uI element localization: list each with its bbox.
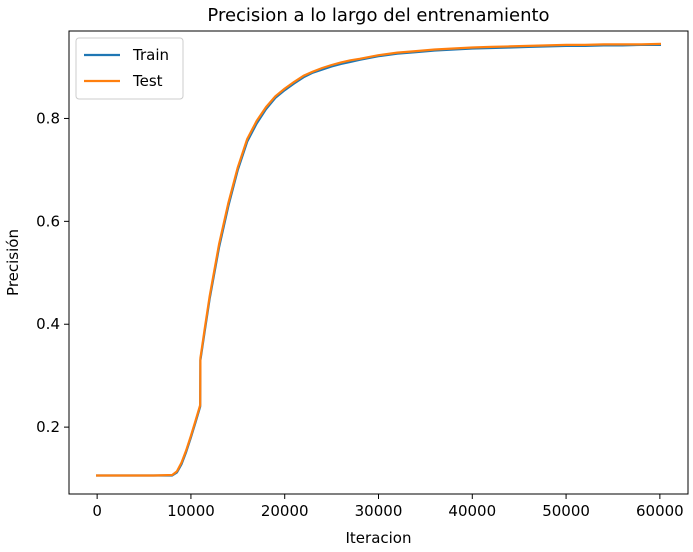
legend-box [75,37,184,100]
y-tick-label: 0.2 [36,418,60,436]
x-tick-label: 60000 [636,502,684,520]
x-tick-label: 30000 [355,502,403,520]
x-tick-label: 40000 [448,502,496,520]
series-line-test [95,42,662,477]
x-tick-label: 10000 [167,502,215,520]
series-line-train [95,43,662,477]
legend-label-train: Train [132,46,169,64]
y-tick-label: 0.6 [36,212,60,230]
x-tick-label: 0 [92,502,102,520]
plot-area [95,42,662,477]
y-tick-label: 0.8 [36,109,60,127]
plot-frame [68,30,689,495]
x-axis-label: Iteracion [346,529,412,547]
chart-title: Precision a lo largo del entrenamiento [207,5,549,26]
x-tick-label: 50000 [542,502,590,520]
legend-label-test: Test [132,72,163,90]
y-axis-label: Precisión [4,229,22,296]
axes: 0 10000 20000 30000 40000 50000 60000 0.2 0.4 0.6… [36,30,689,520]
y-tick-label: 0.4 [36,315,60,333]
legend: Train Test [75,37,184,100]
x-tick-label: 20000 [261,502,309,520]
